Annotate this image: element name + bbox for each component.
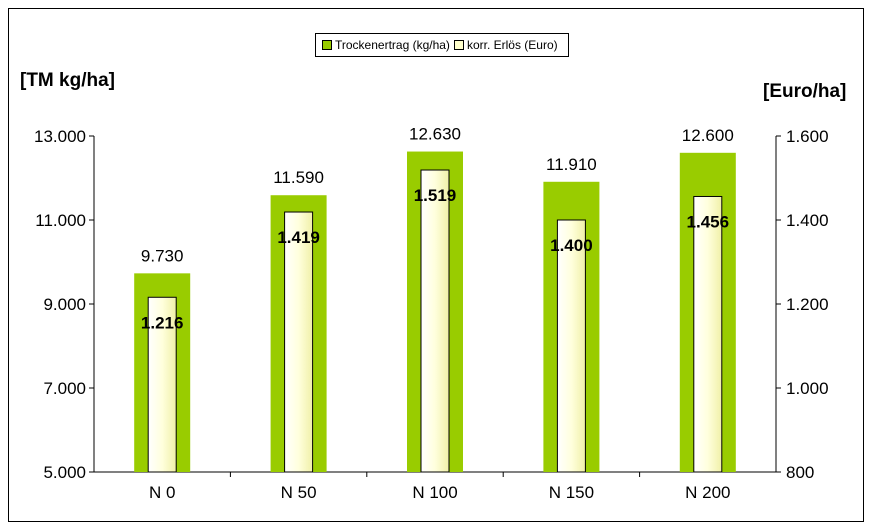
legend-label-revenue: korr. Erlös (Euro) [466, 38, 558, 52]
data-label-yield: 11.590 [273, 168, 324, 187]
data-label-revenue: 1.519 [414, 186, 457, 205]
x-tick-label: N 50 [281, 483, 317, 502]
legend-item-yield: Trockenertrag (kg/ha) [322, 38, 450, 52]
right-tick-label: 1.200 [786, 295, 829, 314]
left-axis-title: [TM kg/ha] [20, 70, 115, 91]
data-label-revenue: 1.400 [550, 236, 593, 255]
legend: Trockenertrag (kg/ha) korr. Erlös (Euro) [315, 33, 569, 57]
data-label-yield: 12.630 [409, 125, 461, 144]
bar-revenue [284, 211, 314, 473]
x-tick-label: N 0 [149, 483, 175, 502]
data-label-revenue: 1.216 [141, 313, 184, 332]
legend-label-yield: Trockenertrag (kg/ha) [335, 38, 450, 52]
x-tick-label: N 100 [412, 483, 457, 502]
data-label-revenue: 1.456 [687, 212, 730, 231]
right-axis-title: [Euro/ha] [763, 81, 847, 102]
legend-swatch-yield [322, 40, 332, 50]
data-label-yield: 9.730 [141, 246, 184, 265]
x-tick-label: N 150 [549, 483, 594, 502]
bar-revenue [693, 195, 723, 473]
left-tick-label: 7.000 [43, 379, 86, 398]
right-tick-label: 1.600 [786, 127, 829, 146]
x-tick-label: N 200 [685, 483, 730, 502]
right-tick-label: 1.400 [786, 211, 829, 230]
left-tick-label: 11.000 [35, 211, 86, 230]
bar-revenue [556, 219, 586, 473]
left-tick-label: 9.000 [43, 295, 86, 314]
right-tick-label: 800 [786, 463, 814, 482]
right-tick-label: 1.000 [786, 379, 829, 398]
legend-swatch-revenue [453, 40, 464, 50]
data-label-revenue: 1.419 [277, 228, 320, 247]
left-tick-label: 5.000 [43, 463, 86, 482]
bar-revenue [420, 169, 450, 473]
left-tick-label: 13.000 [34, 127, 86, 146]
bar-revenue [147, 296, 177, 473]
data-label-yield: 12.600 [682, 126, 734, 145]
data-label-yield: 11.910 [546, 155, 597, 174]
legend-item-revenue: korr. Erlös (Euro) [453, 38, 558, 52]
